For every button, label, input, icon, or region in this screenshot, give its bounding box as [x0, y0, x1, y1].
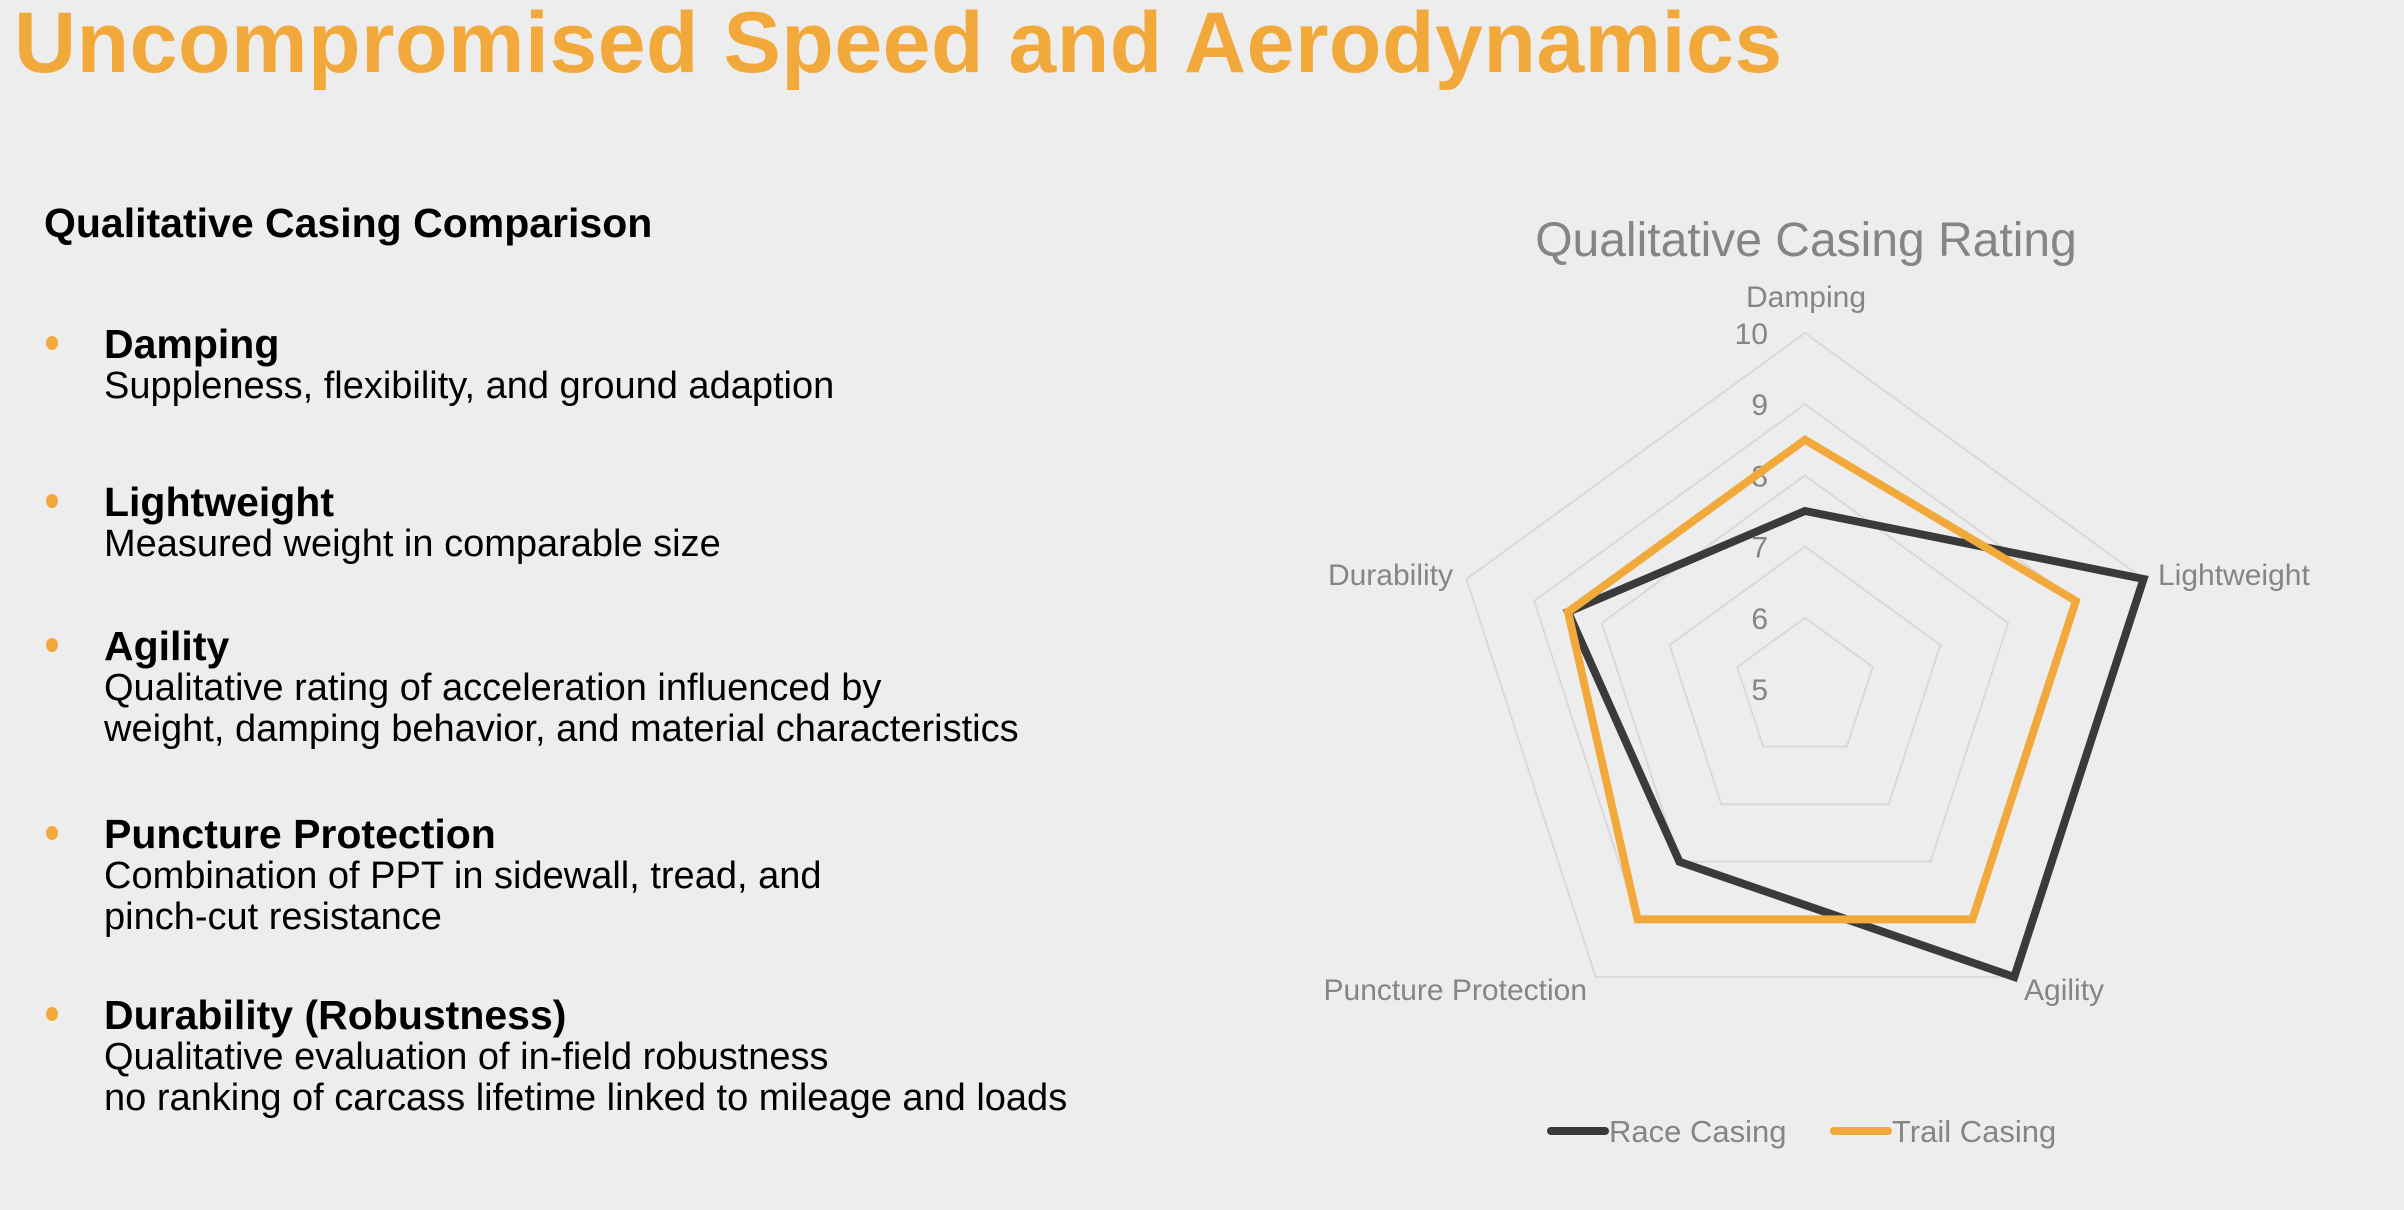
bullet-description: Suppleness, flexibility, and ground adap… — [104, 365, 835, 407]
bullet-heading: Lightweight — [104, 479, 335, 525]
axis-label: Puncture Protection — [1324, 974, 1587, 1007]
grid-ring — [1465, 331, 2145, 979]
bullet-item: Durability (Robustness) Qualitative evalu… — [46, 992, 1068, 1119]
tick-label: 9 — [1751, 389, 1768, 422]
tick-label: 6 — [1751, 603, 1768, 636]
bullet-dot-icon — [46, 826, 58, 840]
grid-ring — [1600, 474, 2010, 863]
bullet-item: Lightweight Measured weight in comparable… — [46, 479, 721, 565]
axis-label: Agility — [2024, 974, 2104, 1007]
bullet-dot-icon — [46, 1007, 58, 1021]
legend-label: Trail Casing — [1892, 1114, 2056, 1149]
bullet-description: Combination of PPT in sidewall, tread, a… — [104, 855, 822, 897]
bullet-heading: Durability (Robustness) — [104, 992, 567, 1038]
bullet-description: Qualitative rating of acceleration influ… — [104, 667, 882, 709]
bullet-dot-icon — [46, 638, 58, 652]
bullet-description: Qualitative evaluation of in-field robus… — [104, 1036, 829, 1078]
bullet-heading: Puncture Protection — [104, 811, 496, 857]
tick-label: 10 — [1735, 318, 1768, 351]
bullet-item: Damping Suppleness, flexibility, and grou… — [46, 321, 835, 407]
bullet-dot-icon — [46, 336, 58, 350]
bullet-heading: Agility — [104, 623, 230, 669]
section-subtitle: Qualitative Casing Comparison — [44, 200, 653, 246]
bullet-description: pinch-cut resistance — [104, 896, 442, 938]
page-title: Uncompromised Speed and Aerodynamics — [14, 0, 1783, 91]
axis-label: Lightweight — [2158, 559, 2310, 592]
axis-label: Durability — [1328, 559, 1453, 592]
bullet-item: Agility Qualitative rating of acceleratio… — [46, 623, 1019, 750]
tick-label: 5 — [1751, 674, 1768, 707]
axis-label: Damping — [1746, 281, 1866, 314]
bullet-dot-icon — [46, 494, 58, 508]
grid-ring — [1668, 545, 1942, 806]
bullet-description: no ranking of carcass lifetime linked to… — [104, 1077, 1068, 1119]
bullet-item: Puncture Protection Combination of PPT in… — [46, 811, 822, 938]
bullet-heading: Damping — [104, 321, 280, 367]
series-line-race-casing — [1562, 506, 2149, 983]
bullet-description: Measured weight in comparable size — [104, 523, 721, 565]
bullet-description: weight, damping behavior, and material c… — [104, 708, 1019, 750]
series-line-trail-casing — [1563, 435, 2081, 924]
grid-ring — [1736, 616, 1874, 748]
tick-label: 7 — [1751, 532, 1768, 565]
chart-title: Qualitative Casing Rating — [1535, 214, 2077, 267]
legend-label: Race Casing — [1609, 1114, 1786, 1149]
